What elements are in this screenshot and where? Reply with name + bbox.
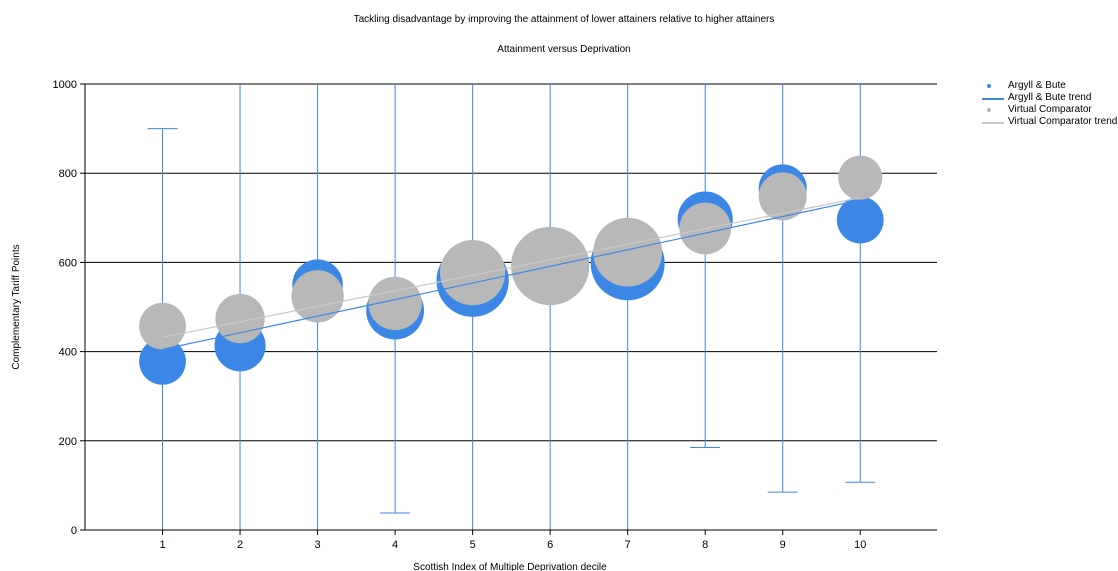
legend-item-argyll-bute: Argyll & Bute bbox=[982, 80, 1117, 92]
virtual-comparator-bubble bbox=[439, 240, 506, 306]
x-tick-label: 1 bbox=[159, 539, 165, 551]
legend-label: Argyll & Bute bbox=[1008, 80, 1066, 91]
legend-label: Argyll & Bute trend bbox=[1008, 92, 1092, 103]
legend-item-argyll-bute-trend: Argyll & Bute trend bbox=[982, 92, 1117, 104]
chart-legend: Argyll & Bute Argyll & Bute trend Virtua… bbox=[982, 80, 1117, 128]
legend-line-icon bbox=[982, 98, 1004, 100]
y-tick-label: 0 bbox=[71, 525, 77, 537]
trend-layer bbox=[162, 197, 861, 350]
x-tick-label: 3 bbox=[315, 539, 321, 551]
y-tick-label: 200 bbox=[59, 436, 77, 448]
legend-dot-icon bbox=[987, 84, 991, 88]
x-tick-label: 2 bbox=[237, 539, 243, 551]
virtual-comparator-bubble bbox=[838, 155, 883, 200]
y-tick-label: 600 bbox=[59, 257, 77, 269]
virtual-comparator-bubble bbox=[291, 270, 344, 323]
legend-label: Virtual Comparator trend bbox=[1008, 116, 1118, 127]
virtual-comparator-bubble bbox=[139, 302, 186, 350]
x-axis-label: Scottish Index of Multiple Deprivation d… bbox=[413, 562, 607, 571]
y-tick-label: 1000 bbox=[53, 79, 77, 91]
y-tick-label: 800 bbox=[59, 168, 77, 180]
argyll-bute-bubble bbox=[836, 196, 884, 244]
x-tick-label: 6 bbox=[547, 539, 553, 551]
argyll-bute-bubble bbox=[139, 338, 186, 385]
legend-item-virtual-comparator: Virtual Comparator bbox=[982, 104, 1117, 116]
legend-item-virtual-comparator-trend: Virtual Comparator trend bbox=[982, 116, 1117, 128]
virtual-comparator-bubble bbox=[368, 276, 422, 331]
x-tick-label: 4 bbox=[392, 539, 398, 551]
virtual-comparator-bubble bbox=[215, 293, 265, 344]
tick-label-layer: 0 200 400 600 800 1000 1 2 3 4 5 6 7 8 9 10 bbox=[53, 79, 867, 551]
axis-layer bbox=[80, 83, 937, 535]
argyll-bute-trend-line bbox=[162, 199, 861, 350]
virtual-comparator-trend-line bbox=[162, 197, 861, 338]
y-tick-label: 400 bbox=[59, 347, 77, 359]
x-tick-label: 7 bbox=[625, 539, 631, 551]
chart-subtitle: Attainment versus Deprivation bbox=[497, 44, 631, 55]
virtual-comparator-bubble bbox=[593, 217, 663, 287]
x-tick-label: 10 bbox=[854, 539, 866, 551]
virtual-comparator-bubble bbox=[758, 172, 807, 221]
virtual-comparator-bubbles bbox=[139, 155, 883, 350]
x-tick-label: 5 bbox=[470, 539, 476, 551]
legend-line-icon bbox=[982, 122, 1004, 124]
legend-label: Virtual Comparator bbox=[1008, 104, 1092, 115]
grid-layer bbox=[85, 83, 937, 442]
legend-dot-icon bbox=[987, 108, 991, 112]
y-axis-label: Complementary Tariff Points bbox=[11, 244, 22, 369]
x-tick-label: 8 bbox=[702, 539, 708, 551]
x-tick-label: 9 bbox=[780, 539, 786, 551]
chart-title: Tackling disadvantage by improving the a… bbox=[353, 14, 775, 25]
